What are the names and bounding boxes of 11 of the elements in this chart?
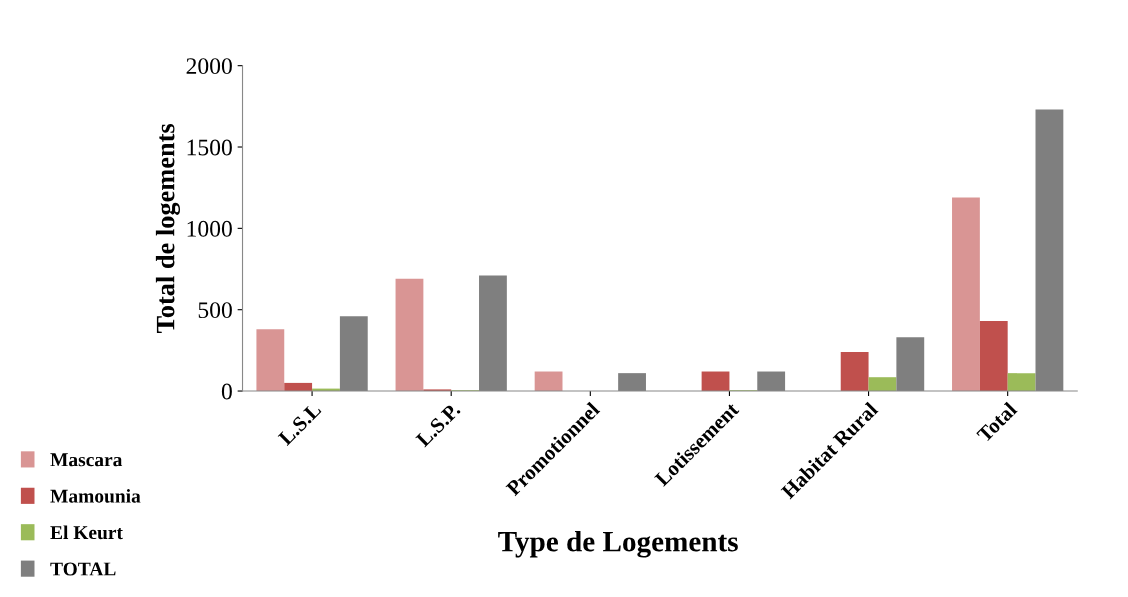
x-axis-title: Type de Logements: [498, 530, 738, 558]
legend-label: El Keurt: [50, 525, 123, 540]
y-tick-label: 500: [198, 302, 232, 319]
legend-label: Mamounia: [50, 489, 141, 503]
y-tick-label: 2000: [186, 58, 232, 75]
legend-label: Mascara: [50, 453, 123, 467]
y-tick-label: 0: [221, 383, 232, 400]
legend-label: TOTAL: [50, 562, 116, 576]
y-axis-title: Total de logements: [155, 123, 181, 334]
y-tick-label: 1500: [187, 139, 232, 156]
y-tick-label: 1000: [187, 220, 232, 237]
